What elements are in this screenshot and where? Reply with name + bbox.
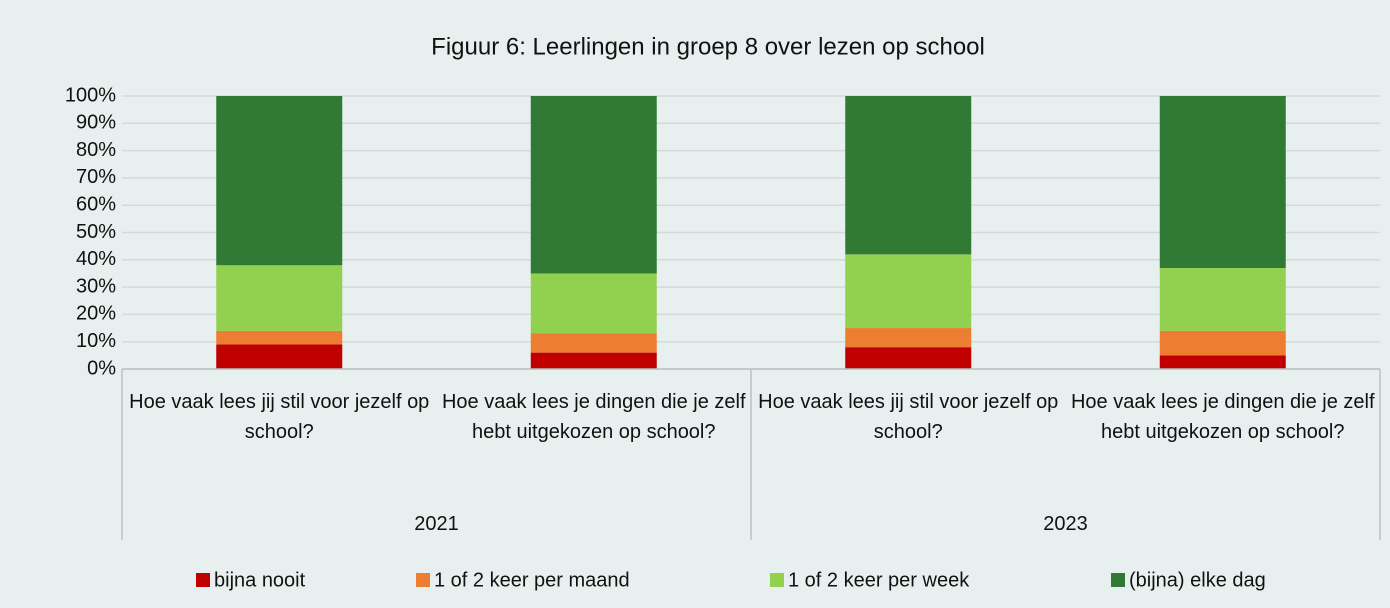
bar-segment (1159, 330, 1286, 356)
y-tick-label: 0% (87, 357, 116, 379)
x-tick-label: Hoe vaak lees jij stil voor jezelf op sc… (129, 391, 430, 443)
legend-swatch (1111, 573, 1125, 587)
x-tick-label: Hoe vaak lees je dingen die je zelf hebt… (1070, 391, 1375, 443)
y-tick-label: 50% (76, 221, 116, 243)
bar-segment (845, 254, 972, 329)
bar-segment (216, 265, 343, 331)
y-tick-label: 10% (76, 330, 116, 352)
bar-segment (216, 344, 343, 369)
bar-segment (530, 333, 657, 353)
y-tick-label: 80% (76, 139, 116, 161)
bar-segment (530, 96, 657, 274)
x-category-label-box: Hoe vaak lees je dingen die je zelf hebt… (441, 391, 746, 443)
x-category-label-box: Hoe vaak lees jij stil voor jezelf op sc… (129, 391, 430, 443)
legend-label: 1 of 2 keer per maand (434, 569, 630, 591)
y-tick-label: 70% (76, 166, 116, 188)
y-tick-label: 90% (76, 112, 116, 134)
y-tick-label: 60% (76, 193, 116, 215)
x-tick-label: Hoe vaak lees jij stil voor jezelf op sc… (758, 391, 1059, 443)
group-label: 2021 (414, 513, 459, 535)
y-tick-label: 30% (76, 275, 116, 297)
x-category-label-box: Hoe vaak lees je dingen die je zelf hebt… (1070, 391, 1375, 443)
x-tick-label: Hoe vaak lees je dingen die je zelf hebt… (441, 391, 746, 443)
group-label: 2023 (1043, 513, 1088, 535)
bar-segment (845, 347, 972, 369)
legend-swatch (770, 573, 784, 587)
legend-label: 1 of 2 keer per week (788, 569, 970, 591)
chart-title: Figuur 6: Leerlingen in groep 8 over lez… (431, 33, 985, 60)
bar-segment (1159, 96, 1286, 268)
legend-label: (bijna) elke dag (1129, 569, 1266, 591)
bar-segment (530, 352, 657, 369)
legend-swatch (196, 573, 210, 587)
y-tick-label: 100% (65, 84, 116, 106)
bar-segment (1159, 267, 1286, 331)
y-tick-label: 20% (76, 303, 116, 325)
bar-segment (1159, 355, 1286, 369)
bar-segment (845, 328, 972, 348)
x-category-label-box: Hoe vaak lees jij stil voor jezelf op sc… (758, 391, 1059, 443)
bar-segment (216, 96, 343, 266)
legend-swatch (416, 573, 430, 587)
bar-segment (216, 330, 343, 345)
bar-segment (845, 96, 972, 255)
y-tick-label: 40% (76, 248, 116, 270)
bar-segment (530, 273, 657, 334)
legend-label: bijna nooit (214, 569, 306, 591)
